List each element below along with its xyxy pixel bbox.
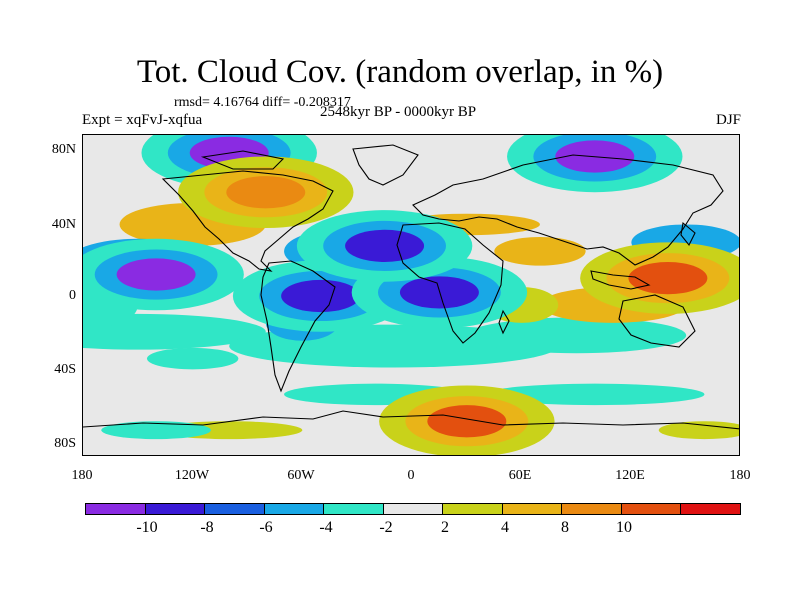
x-tick-60w: 60W <box>287 468 315 483</box>
colorbar-label: 8 <box>561 519 569 536</box>
cloud-anomaly-field <box>83 135 739 455</box>
colorbar-swatch <box>562 504 622 514</box>
anomaly-feature <box>345 229 425 263</box>
colorbar-label: -2 <box>379 519 393 536</box>
colorbar-swatch <box>443 504 503 514</box>
anomaly-band <box>658 421 739 440</box>
x-tick-120e: 120E <box>615 468 645 483</box>
x-tick-0: 0 <box>407 468 415 483</box>
colorbar-swatch <box>681 504 741 514</box>
coast-north-america <box>161 170 334 272</box>
colorbar-swatch <box>145 504 206 514</box>
y-tick-80n: 80N <box>51 142 76 157</box>
map-panel <box>82 134 740 456</box>
coast-south-america <box>260 260 336 393</box>
coast-arctic-islands <box>200 150 285 170</box>
colorbar-swatch <box>205 504 265 514</box>
figure-title: Tot. Cloud Cov. (random overlap, in %) <box>136 54 664 90</box>
coast-japan <box>680 221 696 247</box>
anomaly-band <box>146 347 239 370</box>
colorbar-swatch <box>324 504 384 514</box>
experiment-label: Expt = xqFvJ-xqfua <box>82 112 203 128</box>
map-canvas <box>83 135 739 455</box>
coast-antarctica <box>83 410 739 430</box>
coast-australia <box>618 294 696 348</box>
colorbar-swatch <box>621 504 682 514</box>
colorbar-swatch <box>264 504 325 514</box>
x-tick-60e: 60E <box>508 468 532 483</box>
colorbar-swatch <box>502 504 563 514</box>
anomaly-band <box>466 317 687 354</box>
coast-madagascar <box>498 309 510 335</box>
coastlines <box>83 144 739 430</box>
colorbar-label: -6 <box>259 519 273 536</box>
anomaly-band <box>101 421 211 440</box>
x-tick-180w: 180 <box>71 468 93 483</box>
anomaly-band <box>485 383 705 406</box>
anomaly-feature <box>116 258 196 291</box>
y-tick-80s: 80S <box>54 436 76 451</box>
coast-eurasia <box>412 154 724 266</box>
stats-subtitle: rmsd= 4.16764 diff= -0.208317 <box>174 95 351 110</box>
anomaly-feature <box>628 262 708 295</box>
coast-indonesia <box>590 270 651 290</box>
anomaly-feature <box>281 279 361 313</box>
colorbar-label: 10 <box>616 519 632 536</box>
y-tick-40n: 40N <box>51 217 76 232</box>
colorbar-swatch <box>383 504 444 514</box>
season-label: DJF <box>715 112 741 128</box>
period-label: 2548kyr BP - 0000kyr BP <box>320 104 477 120</box>
y-tick-40s: 40S <box>54 362 76 377</box>
anomaly-band <box>494 236 586 266</box>
colorbar-swatch <box>86 504 146 514</box>
x-tick-180e: 180 <box>729 468 751 483</box>
colorbar-label: -10 <box>136 519 158 536</box>
colorbar-label: -8 <box>200 519 214 536</box>
x-tick-120w: 120W <box>174 468 210 483</box>
anomaly-band <box>83 313 266 350</box>
colorbar-label: 4 <box>501 519 509 536</box>
anomaly-feature <box>226 176 306 209</box>
colorbar-label: 2 <box>441 519 449 536</box>
coast-africa <box>396 222 504 344</box>
colorbar-label: -4 <box>319 519 333 536</box>
coast-greenland <box>352 144 419 186</box>
colorbar <box>85 503 741 515</box>
y-tick-eq: 0 <box>69 288 76 303</box>
anomaly-feature <box>427 405 507 438</box>
